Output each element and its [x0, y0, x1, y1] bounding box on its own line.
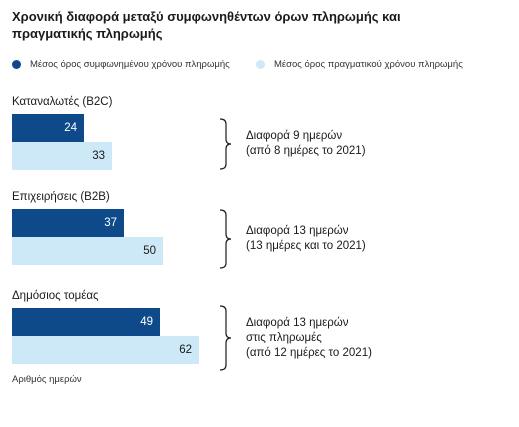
bar-actual [12, 142, 112, 170]
bar-value-label: 24 [64, 122, 77, 134]
x-axis-label: Αριθμός ημερών [12, 374, 82, 385]
legend-swatch-agreed [12, 60, 21, 69]
legend-label-agreed: Μέσος όρος συμφωνημένου χρόνου πληρωμής [30, 59, 230, 70]
bar-value-label: 33 [92, 150, 105, 162]
legend-label-actual: Μέσος όρος πραγματικού χρόνου πληρωμής [274, 59, 463, 70]
annotation-line: Διαφορά 13 ημερών [246, 316, 349, 329]
difference-annotation: Διαφορά 13 ημερών (13 ημέρες και το 2021) [246, 224, 366, 254]
annotation-line: (13 ημέρες και το 2021) [246, 240, 366, 252]
curly-brace [219, 305, 232, 371]
bar-value-label: 62 [179, 344, 192, 356]
category-label: Δημόσιος τομέας [12, 290, 99, 302]
difference-annotation: Διαφορά 9 ημερών (από 8 ημέρες το 2021) [246, 129, 366, 159]
annotation-line: (από 12 ημέρες το 2021) [246, 346, 372, 359]
annotation-line: (από 8 ημέρες το 2021) [246, 145, 366, 157]
bar-value-label: 37 [104, 217, 117, 229]
category-label: Επιχειρήσεις (B2B) [12, 191, 110, 203]
chart-title: Χρονική διαφορά μεταξύ συμφωνηθέντων όρω… [12, 9, 401, 41]
bar-agreed [12, 209, 124, 237]
annotation-line: Διαφορά 9 ημερών [246, 130, 343, 142]
annotation-line: Διαφορά 13 ημερών [246, 225, 349, 237]
legend: Μέσος όρος συμφωνημένου χρόνου πληρωμής … [12, 59, 512, 73]
legend-swatch-actual [256, 60, 265, 69]
bar-actual [12, 237, 163, 265]
bar-actual [12, 336, 199, 364]
difference-annotation: Διαφορά 13 ημερών στις πληρωμές (από 12 ημ… [246, 316, 372, 361]
curly-brace [219, 209, 232, 269]
category-label: Καταναλωτές (B2C) [12, 96, 113, 108]
bar-agreed [12, 114, 84, 142]
annotation-line: στις πληρωμές [246, 331, 322, 344]
curly-brace [219, 118, 232, 170]
bar-value-label: 49 [140, 316, 153, 328]
bar-value-label: 50 [143, 245, 156, 257]
legend-item-actual: Μέσος όρος πραγματικού χρόνου πληρωμής [256, 59, 463, 70]
legend-item-agreed: Μέσος όρος συμφωνημένου χρόνου πληρωμής [12, 59, 230, 70]
bar-agreed [12, 308, 160, 336]
